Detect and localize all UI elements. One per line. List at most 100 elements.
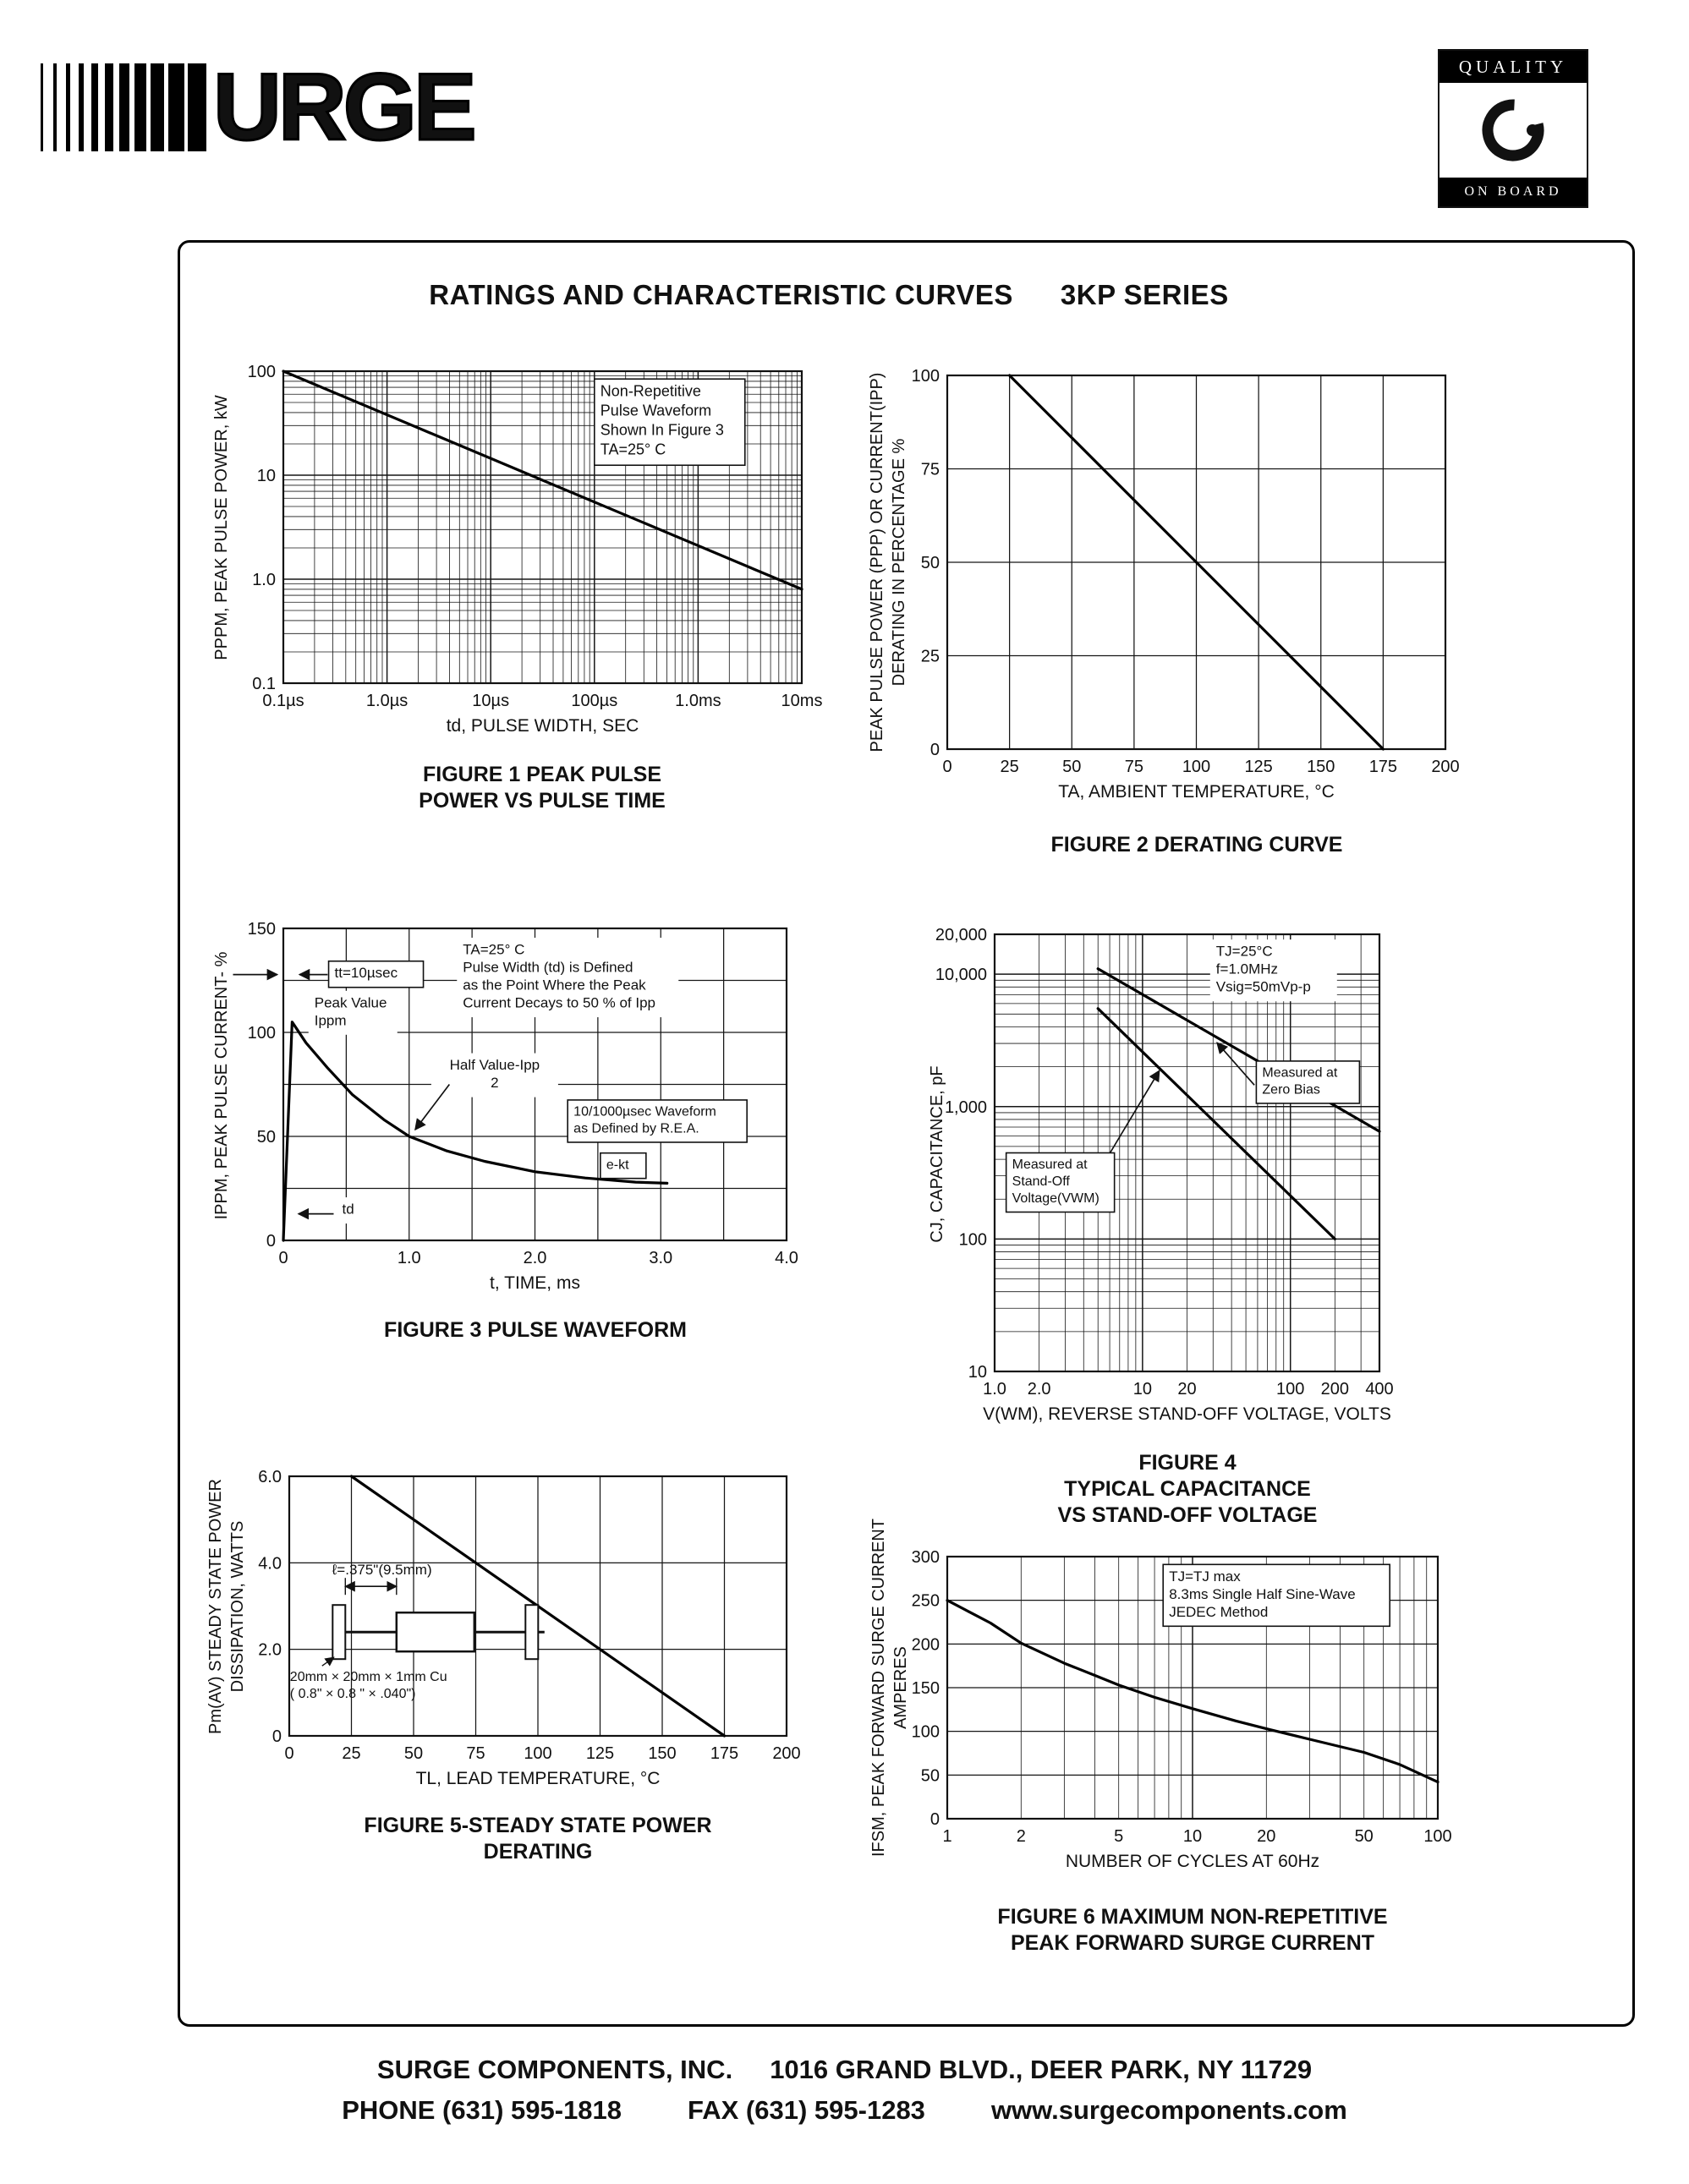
- fig1-chart: 0.1µs 1.0µs 10µs 100µs 1.0ms 10ms 100 10 1.0 0.1 t…: [248, 363, 823, 736]
- x-tick-label: 10ms: [781, 692, 823, 710]
- annotation: td: [336, 1197, 367, 1224]
- x-tick-label: 1.0: [398, 1249, 421, 1267]
- svg-text:Voltage(VWM): Voltage(VWM): [1012, 1191, 1099, 1206]
- x-tick-label: 150: [648, 1744, 676, 1763]
- fig3-chart: 0 1.0 2.0 3.0 4.0 0 50 100 150 t, TIME, ms tt=10µs…: [233, 920, 798, 1293]
- x-tick-label: 1.0ms: [675, 692, 721, 710]
- svg-text:Zero Bias: Zero Bias: [1262, 1083, 1319, 1097]
- annotation: TJ=25°Cf=1.0MHz Vsig=50mVp-p: [1209, 939, 1337, 1002]
- y-tick-label: 100: [912, 367, 940, 386]
- x-axis-label: TL, LEAD TEMPERATURE, °C: [416, 1769, 661, 1788]
- y-tick-label: 100: [959, 1230, 987, 1249]
- x-tick-label: 1.0µs: [366, 692, 408, 710]
- x-axis-label: t, TIME, ms: [490, 1273, 580, 1293]
- surge-logo: URGE: [41, 58, 478, 156]
- annotation-arrow: [414, 1083, 451, 1131]
- svg-text:JEDEC Method: JEDEC Method: [1169, 1604, 1268, 1620]
- plot-border: [946, 374, 1447, 751]
- x-tick-label: 2: [1017, 1827, 1026, 1846]
- x-tick-label: 1.0: [983, 1380, 1006, 1399]
- x-tick-label: 100: [1182, 758, 1210, 776]
- plot-border: [946, 1555, 1439, 1820]
- footer-website: www.surgecomponents.com: [990, 2095, 1347, 2125]
- fig2-caption-line: FIGURE 2 DERATING CURVE: [1050, 833, 1343, 857]
- fig1-caption-line: FIGURE 1 PEAK PULSE: [423, 763, 661, 786]
- svg-text:as the Point Where the Peak: as the Point Where the Peak: [463, 977, 646, 993]
- title-series: 3KP SERIES: [1060, 279, 1229, 310]
- figure-4: CJ, CAPACITANCE, pF 1.0 2.0 10 20 100 200 400 2…: [871, 913, 1548, 1543]
- footer-company: SURGE COMPONENTS, INC.: [376, 2055, 733, 2084]
- svg-text:10/1000µsec Waveform: 10/1000µsec Waveform: [573, 1105, 716, 1119]
- svg-text:20mm × 20mm × 1mm Cu: 20mm × 20mm × 1mm Cu: [290, 1670, 447, 1684]
- x-tick-label: 0.1µs: [262, 692, 304, 710]
- badge-onboard-label: ON BOARD: [1439, 178, 1587, 206]
- x-tick-label: 50: [1062, 758, 1081, 776]
- annotation: Non-Repetitive Pulse Waveform Shown In Fig…: [593, 378, 746, 467]
- y-tick-label: 1.0: [252, 571, 276, 589]
- svg-text:td: td: [342, 1201, 354, 1218]
- quality-badge: QUALITY ON BOARD: [1438, 49, 1588, 208]
- footer-address-line: SURGE COMPONENTS, INC. 1016 GRAND BLVD.,…: [0, 2055, 1689, 2085]
- annotation-arrow: [1216, 1042, 1255, 1086]
- x-axis-label: NUMBER OF CYCLES AT 60Hz: [1066, 1852, 1319, 1871]
- x-tick-label: 50: [404, 1744, 423, 1763]
- svg-text:Peak Value: Peak Value: [315, 994, 387, 1010]
- fig5-caption-line: FIGURE 5-STEADY STATE POWER DERATING: [364, 1814, 712, 1864]
- svg-text:Ippm: Ippm: [315, 1012, 347, 1028]
- x-tick-label: 25: [342, 1744, 360, 1763]
- svg-text:e-kt: e-kt: [606, 1158, 629, 1172]
- annotation: 10/1000µsec Waveform as Defined by R.E.A.: [567, 1099, 748, 1143]
- svg-text:Current Decays to 50 % of Ipp: Current Decays to 50 % of Ipp: [463, 995, 655, 1011]
- x-tick-label: 4.0: [775, 1249, 798, 1267]
- series-measured-at-zero-bias: [1096, 967, 1381, 1133]
- y-tick-label: 50: [921, 554, 940, 572]
- fig6-caption-line: FIGURE 6 MAXIMUM NON-REPETITIVE: [997, 1905, 1388, 1929]
- x-tick-label: 100: [1276, 1380, 1304, 1399]
- badge-quality-label: QUALITY: [1439, 51, 1587, 83]
- y-tick-label: 10: [968, 1363, 987, 1382]
- y-tick-label: 0: [266, 1232, 276, 1251]
- figure-1: PPPM, PEAK PULSE POWER, kW 0.1µs 1.0µs 10µ…: [195, 359, 854, 833]
- y-tick-label: 0: [930, 741, 940, 759]
- fig4-caption: FIGURE 4 TYPICAL CAPACITANCE VS STAND-OF…: [976, 1450, 1399, 1529]
- x-tick-label: 20: [1177, 1380, 1196, 1399]
- fig3-caption-line: FIGURE 3 PULSE WAVEFORM: [384, 1318, 687, 1342]
- x-axis-label: TA, AMBIENT TEMPERATURE, °C: [1058, 782, 1335, 802]
- fig1-caption: FIGURE 1 PEAK PULSE POWER VS PULSE TIME: [331, 762, 754, 814]
- x-tick-label: 100µs: [571, 692, 617, 710]
- svg-text:Pulse Waveform: Pulse Waveform: [600, 402, 711, 419]
- y-tick-label: 6.0: [258, 1468, 282, 1486]
- y-tick-label: 0: [272, 1727, 282, 1746]
- svg-text:2: 2: [491, 1075, 498, 1091]
- fig6-caption: FIGURE 6 MAXIMUM NON-REPETITIVE PEAK FOR…: [981, 1904, 1404, 1957]
- svg-text:tt=10µsec: tt=10µsec: [335, 965, 398, 981]
- svg-text:ℓ=.375"(9.5mm): ℓ=.375"(9.5mm): [332, 1562, 432, 1578]
- x-tick-label: 3.0: [649, 1249, 672, 1267]
- x-tick-label: 150: [1307, 758, 1335, 776]
- svg-text:Pulse Width (td) is Defined: Pulse Width (td) is Defined: [463, 960, 633, 976]
- y-tick-label: 100: [912, 1723, 940, 1742]
- svg-text:TA=25° C: TA=25° C: [463, 942, 524, 958]
- footer-address: 1016 GRAND BLVD., DEER PARK, NY 11729: [770, 2055, 1313, 2084]
- y-tick-label: 0: [930, 1810, 940, 1829]
- annotation: Measured at Stand-Off Voltage(VWM): [1005, 1152, 1116, 1213]
- fig5-caption: FIGURE 5-STEADY STATE POWER DERATING: [326, 1813, 749, 1865]
- annotation-arrow: [1109, 1070, 1160, 1153]
- annotation: Peak Value Ippm: [308, 990, 398, 1035]
- series-derating: [1008, 374, 1385, 751]
- y-tick-label: 250: [912, 1592, 940, 1611]
- svg-text:f=1.0MHz: f=1.0MHz: [1216, 961, 1278, 977]
- y-tick-label: 0.1: [252, 675, 276, 693]
- x-tick-label: 0: [942, 758, 951, 776]
- x-tick-label: 10µs: [472, 692, 509, 710]
- y-tick-label: 10,000: [935, 966, 987, 984]
- svg-text:Measured at: Measured at: [1262, 1066, 1337, 1081]
- x-tick-label: 125: [586, 1744, 614, 1763]
- logo-barcode-icon: [41, 63, 206, 151]
- y-tick-label: 300: [912, 1548, 940, 1567]
- figure-3: IPPM, PEAK PULSE CURRENT- % 0 1.0 2.0 3.0 4.…: [195, 909, 854, 1357]
- svg-text:TJ=TJ max: TJ=TJ max: [1169, 1568, 1241, 1585]
